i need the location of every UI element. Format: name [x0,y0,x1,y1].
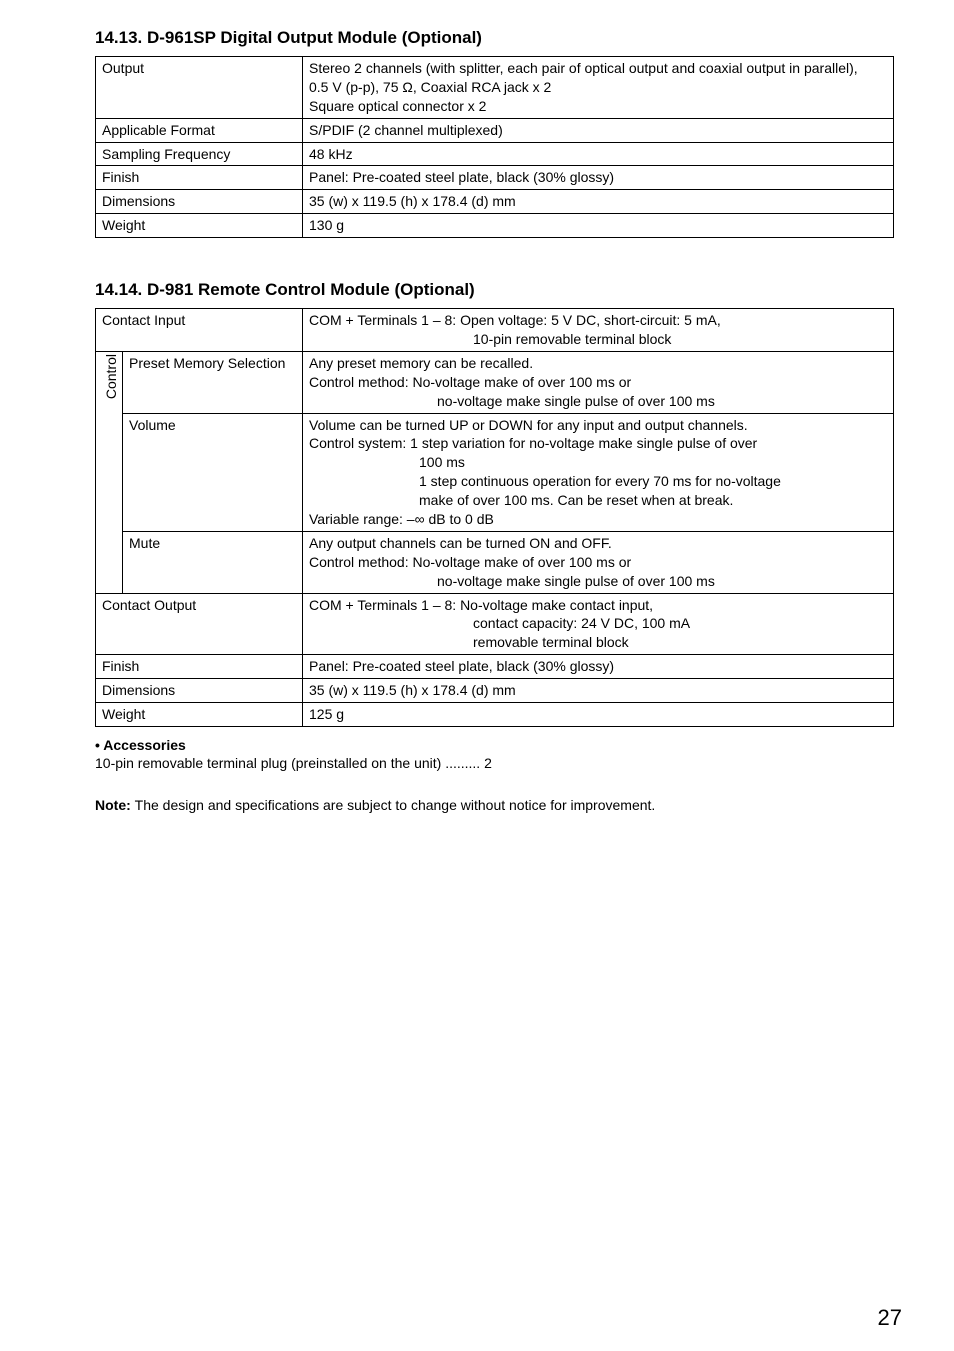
note-block: Note: The design and specifications are … [95,797,894,813]
cell-value: 130 g [303,214,894,238]
cell-value: COM + Terminals 1 – 8: No-voltage make c… [303,593,894,655]
vertical-label-control: Control [96,351,123,593]
cell-label: Dimensions [96,190,303,214]
text-line: Control system: 1 step variation for no-… [309,435,757,451]
text-line: COM + Terminals 1 – 8: Open voltage: 5 V… [309,312,721,328]
cell-label: Finish [96,655,303,679]
cell-value: COM + Terminals 1 – 8: Open voltage: 5 V… [303,309,894,352]
accessories-block: • Accessories 10-pin removable terminal … [95,737,894,771]
cell-label: Dimensions [96,679,303,703]
table-row: Finish Panel: Pre-coated steel plate, bl… [96,166,894,190]
table-row: Volume Volume can be turned UP or DOWN f… [96,413,894,531]
cell-label: Output [96,57,303,119]
cell-value: 35 (w) x 119.5 (h) x 178.4 (d) mm [303,679,894,703]
cell-value: Volume can be turned UP or DOWN for any … [303,413,894,531]
cell-label: Sampling Frequency [96,142,303,166]
page-number: 27 [878,1305,902,1331]
text-line: Any output channels can be turned ON and… [309,535,612,551]
text-line: removable terminal block [309,633,887,652]
accessories-title: • Accessories [95,737,894,753]
text-line: 10-pin removable terminal block [309,330,887,349]
table-d961sp: Output Stereo 2 channels (with splitter,… [95,56,894,238]
text-line: Control method: No-voltage make of over … [309,374,631,390]
vertical-label-text: Control [102,354,121,399]
table-row: Applicable Format S/PDIF (2 channel mult… [96,118,894,142]
cell-label: Contact Input [96,309,303,352]
accessories-body: 10-pin removable terminal plug (preinsta… [95,755,894,771]
text-line: Control method: No-voltage make of over … [309,554,631,570]
table-row: Control Preset Memory Selection Any pres… [96,351,894,413]
table-row: Weight 125 g [96,703,894,727]
text-line: make of over 100 ms. Can be reset when a… [309,491,887,510]
cell-label: Preset Memory Selection [123,351,303,413]
table-row: Mute Any output channels can be turned O… [96,531,894,593]
cell-value: Stereo 2 channels (with splitter, each p… [303,57,894,119]
cell-value: Any preset memory can be recalled. Contr… [303,351,894,413]
table-row: Contact Input COM + Terminals 1 – 8: Ope… [96,309,894,352]
cell-label: Applicable Format [96,118,303,142]
cell-value: Any output channels can be turned ON and… [303,531,894,593]
text-line: no-voltage make single pulse of over 100… [309,572,887,591]
cell-label: Volume [123,413,303,531]
cell-value: 35 (w) x 119.5 (h) x 178.4 (d) mm [303,190,894,214]
text-line: Volume can be turned UP or DOWN for any … [309,417,748,433]
page: 14.13. D-961SP Digital Output Module (Op… [0,0,954,1351]
cell-label: Finish [96,166,303,190]
cell-value: S/PDIF (2 channel multiplexed) [303,118,894,142]
text-line: Any preset memory can be recalled. [309,355,533,371]
table-d981: Contact Input COM + Terminals 1 – 8: Ope… [95,308,894,727]
table-row: Sampling Frequency 48 kHz [96,142,894,166]
cell-value: 48 kHz [303,142,894,166]
cell-label: Contact Output [96,593,303,655]
table-row: Weight 130 g [96,214,894,238]
section-14-heading: 14.14. D-981 Remote Control Module (Opti… [95,280,894,300]
table-row: Contact Output COM + Terminals 1 – 8: No… [96,593,894,655]
text-line: no-voltage make single pulse of over 100… [309,392,887,411]
cell-label: Weight [96,703,303,727]
note-body: The design and specifications are subjec… [135,797,656,813]
cell-value: 125 g [303,703,894,727]
table-row: Finish Panel: Pre-coated steel plate, bl… [96,655,894,679]
cell-value: Panel: Pre-coated steel plate, black (30… [303,655,894,679]
text-line: 100 ms [309,453,887,472]
text-line: COM + Terminals 1 – 8: No-voltage make c… [309,597,653,613]
table-row: Dimensions 35 (w) x 119.5 (h) x 178.4 (d… [96,190,894,214]
table-row: Output Stereo 2 channels (with splitter,… [96,57,894,119]
table-row: Dimensions 35 (w) x 119.5 (h) x 178.4 (d… [96,679,894,703]
text-line: contact capacity: 24 V DC, 100 mA [309,614,887,633]
section-13-heading: 14.13. D-961SP Digital Output Module (Op… [95,28,894,48]
text-line: Variable range: –∞ dB to 0 dB [309,511,494,527]
cell-label: Weight [96,214,303,238]
cell-value: Panel: Pre-coated steel plate, black (30… [303,166,894,190]
note-label: Note: [95,797,135,813]
cell-label: Mute [123,531,303,593]
text-line: 1 step continuous operation for every 70… [309,472,887,491]
